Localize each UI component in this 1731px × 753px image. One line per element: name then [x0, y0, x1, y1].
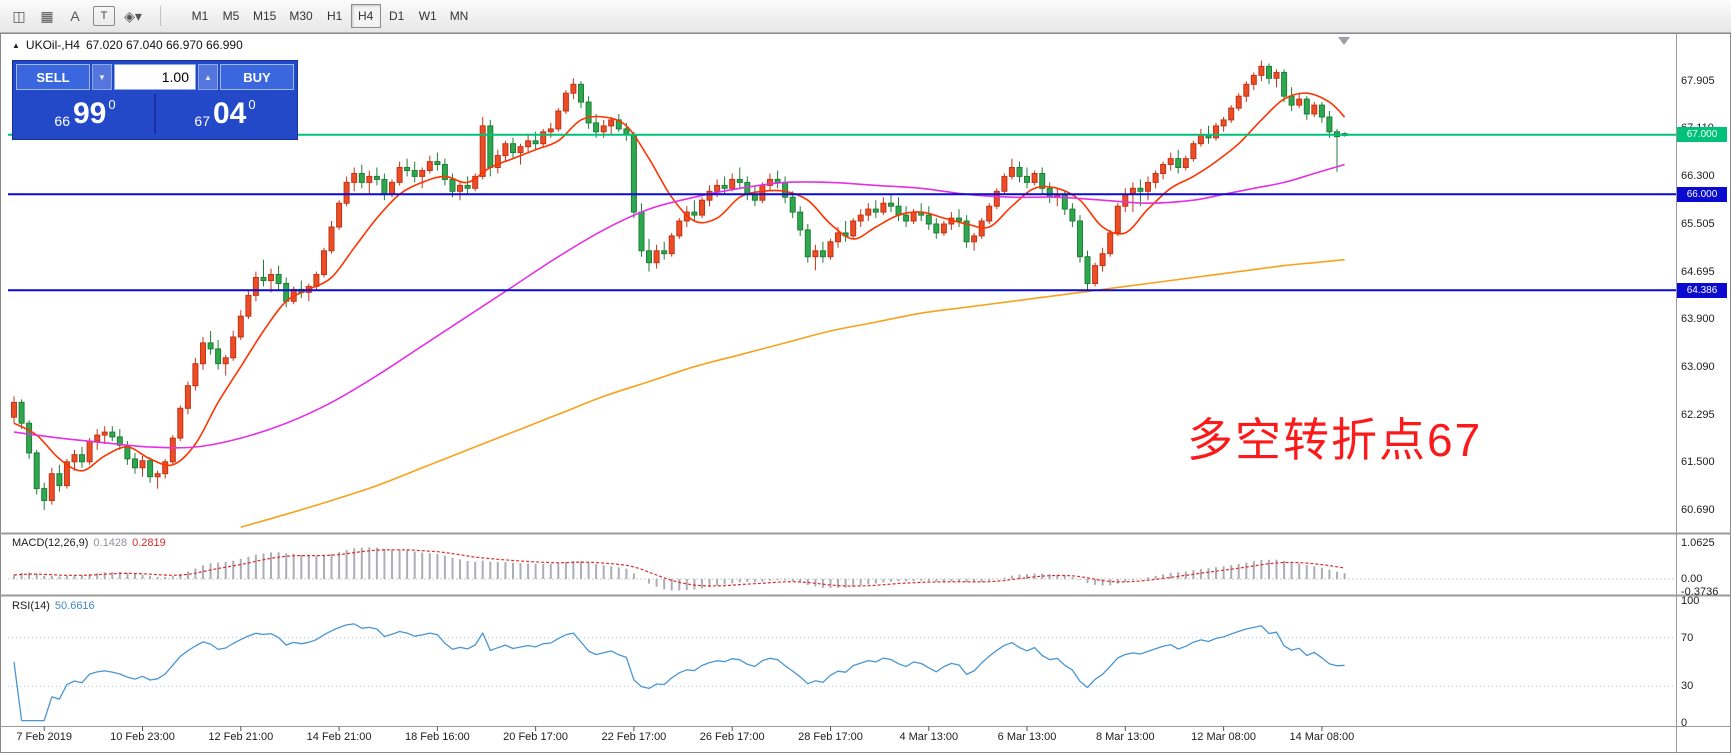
timeframe-w1-button[interactable]: W1 [413, 4, 443, 28]
price-axis-label[interactable]: 61.500 [1681, 455, 1715, 468]
volume-input[interactable] [114, 64, 196, 90]
chart-shift-marker-icon[interactable] [1338, 37, 1350, 45]
price-axis-label[interactable]: 63.090 [1681, 361, 1715, 374]
rsi-indicator-label: RSI(14) 50.6616 [12, 600, 95, 612]
buy-price-sup: 0 [248, 97, 256, 112]
symbol-title: UKOil-,H4 [25, 38, 80, 52]
rsi-name: RSI(14) [12, 600, 50, 612]
toolbar-separator [160, 6, 161, 26]
buy-price-main: 67 [194, 113, 210, 129]
timeframe-m5-button[interactable]: M5 [216, 4, 246, 28]
time-axis-label[interactable]: 20 Feb 17:00 [503, 731, 569, 743]
time-axis-label[interactable]: 18 Feb 16:00 [404, 731, 470, 743]
macd-name: MACD(12,26,9) [12, 537, 89, 549]
ma-slow-line [240, 258, 1345, 528]
price-tag-66.000: 66.000 [1677, 186, 1727, 202]
timeframe-toolbar: M1 M5 M15 M30 H1 H4 D1 W1 MN [185, 4, 474, 28]
price-tag-67.000: 67.000 [1677, 127, 1727, 143]
toolbar: ◫ ▦ A T ◈▾ M1 M5 M15 M30 H1 H4 D1 W1 MN [0, 0, 1731, 33]
timeframe-mn-button[interactable]: MN [444, 4, 475, 28]
price-axis-label[interactable]: 66.300 [1681, 170, 1715, 183]
rsi-axis-label[interactable]: 100 [1681, 595, 1700, 607]
price-axis-label[interactable]: 63.900 [1681, 313, 1715, 326]
timeframe-m30-button[interactable]: M30 [283, 4, 318, 28]
timeframe-h4-button[interactable]: H4 [350, 4, 381, 28]
chart-text-annotation[interactable]: 多空转折点67 [1187, 414, 1483, 466]
trade-panel-controls: SELL ▼ ▲ BUY [16, 64, 294, 90]
timeframe-d1-button[interactable]: D1 [382, 4, 412, 28]
chart-symbol-header: ▲ UKOil-,H4 67.020 67.040 66.970 66.990 [12, 38, 243, 52]
timeframe-h1-button[interactable]: H1 [320, 4, 350, 28]
chart-type-icon[interactable]: ▦ [34, 4, 60, 28]
shapes-dropdown-icon[interactable]: ◈▾ [120, 4, 146, 28]
buy-price-display[interactable]: 67 04 0 [156, 92, 294, 136]
volume-increase-button[interactable]: ▲ [198, 64, 218, 90]
price-axis-label[interactable]: 62.295 [1681, 408, 1715, 421]
candlestick-chart-icon[interactable]: ◫ [6, 4, 32, 28]
sell-price-main: 66 [54, 113, 70, 129]
macd-indicator-label: MACD(12,26,9) 0.1428 0.2819 [12, 537, 166, 549]
macd-signal-value: 0.2819 [132, 537, 166, 549]
buy-button[interactable]: BUY [220, 64, 294, 90]
sell-price-display[interactable]: 66 99 0 [16, 92, 154, 136]
time-axis-label[interactable]: 28 Feb 17:00 [798, 731, 863, 743]
time-axis-label[interactable]: 7 Feb 2019 [16, 731, 73, 743]
panel-frame [0, 33, 1731, 753]
rsi-line [13, 623, 1345, 722]
price-divider [154, 94, 156, 134]
time-axis-label[interactable]: 4 Mar 13:00 [899, 731, 959, 743]
trade-panel-prices: 66 99 0 67 04 0 [16, 92, 294, 136]
symbol-ohlc-values: 67.020 67.040 66.970 66.990 [85, 38, 243, 52]
macd-histogram [13, 547, 1346, 591]
chart-canvas[interactable] [0, 33, 1731, 753]
buy-price-pips: 04 [212, 97, 247, 130]
price-tag-64.386: 64.386 [1677, 282, 1727, 298]
sell-price-pips: 99 [72, 97, 107, 130]
rsi-axis-label[interactable]: 0 [1681, 717, 1688, 729]
macd-axis-label[interactable]: 1.0625 [1681, 536, 1715, 549]
rsi-value: 50.6616 [54, 600, 95, 612]
time-axis-label[interactable]: 8 Mar 13:00 [1095, 731, 1155, 743]
price-axis-label[interactable]: 64.695 [1681, 265, 1715, 278]
toolbar-icon-group: ◫ ▦ A T ◈▾ [6, 4, 146, 28]
text-annotation-icon[interactable]: A [62, 4, 88, 28]
rsi-axis-label[interactable]: 30 [1681, 680, 1694, 693]
macd-main-value: 0.1428 [93, 537, 128, 549]
time-axis-label[interactable]: 14 Feb 21:00 [306, 731, 372, 743]
time-axis-ticks [43, 726, 1323, 731]
price-axis-label[interactable]: 67.905 [1681, 75, 1715, 87]
macd-signal-line [13, 549, 1345, 587]
time-axis-label[interactable]: 22 Feb 17:00 [601, 731, 667, 743]
price-axis-label[interactable]: 60.690 [1681, 504, 1715, 516]
sell-button[interactable]: SELL [16, 64, 90, 90]
timeframe-m15-button[interactable]: M15 [247, 4, 282, 28]
ma-fast-line [13, 92, 1346, 472]
macd-axis-label[interactable]: -0.3736 [1681, 585, 1719, 598]
time-axis-label[interactable]: 12 Mar 08:00 [1191, 731, 1256, 743]
ma-medium-line [13, 163, 1345, 449]
time-axis-label[interactable]: 12 Feb 21:00 [208, 731, 274, 743]
time-axis-label[interactable]: 10 Feb 23:00 [110, 731, 175, 743]
sell-price-sup: 0 [108, 97, 116, 112]
timeframe-m1-button[interactable]: M1 [185, 4, 215, 28]
rsi-axis-label[interactable]: 70 [1681, 631, 1694, 644]
time-axis-label[interactable]: 26 Feb 17:00 [699, 731, 765, 743]
text-label-icon[interactable]: T [93, 6, 115, 26]
one-click-trading-panel: SELL ▼ ▲ BUY 66 99 0 67 04 0 [12, 60, 298, 140]
time-axis-label[interactable]: 14 Mar 08:00 [1289, 731, 1355, 743]
price-axis-label[interactable]: 65.505 [1681, 217, 1715, 230]
symbol-marker-icon: ▲ [12, 40, 20, 50]
macd-axis-label[interactable]: 0.00 [1681, 573, 1703, 585]
time-axis-label[interactable]: 6 Mar 13:00 [997, 731, 1057, 743]
volume-decrease-button[interactable]: ▼ [92, 64, 112, 90]
